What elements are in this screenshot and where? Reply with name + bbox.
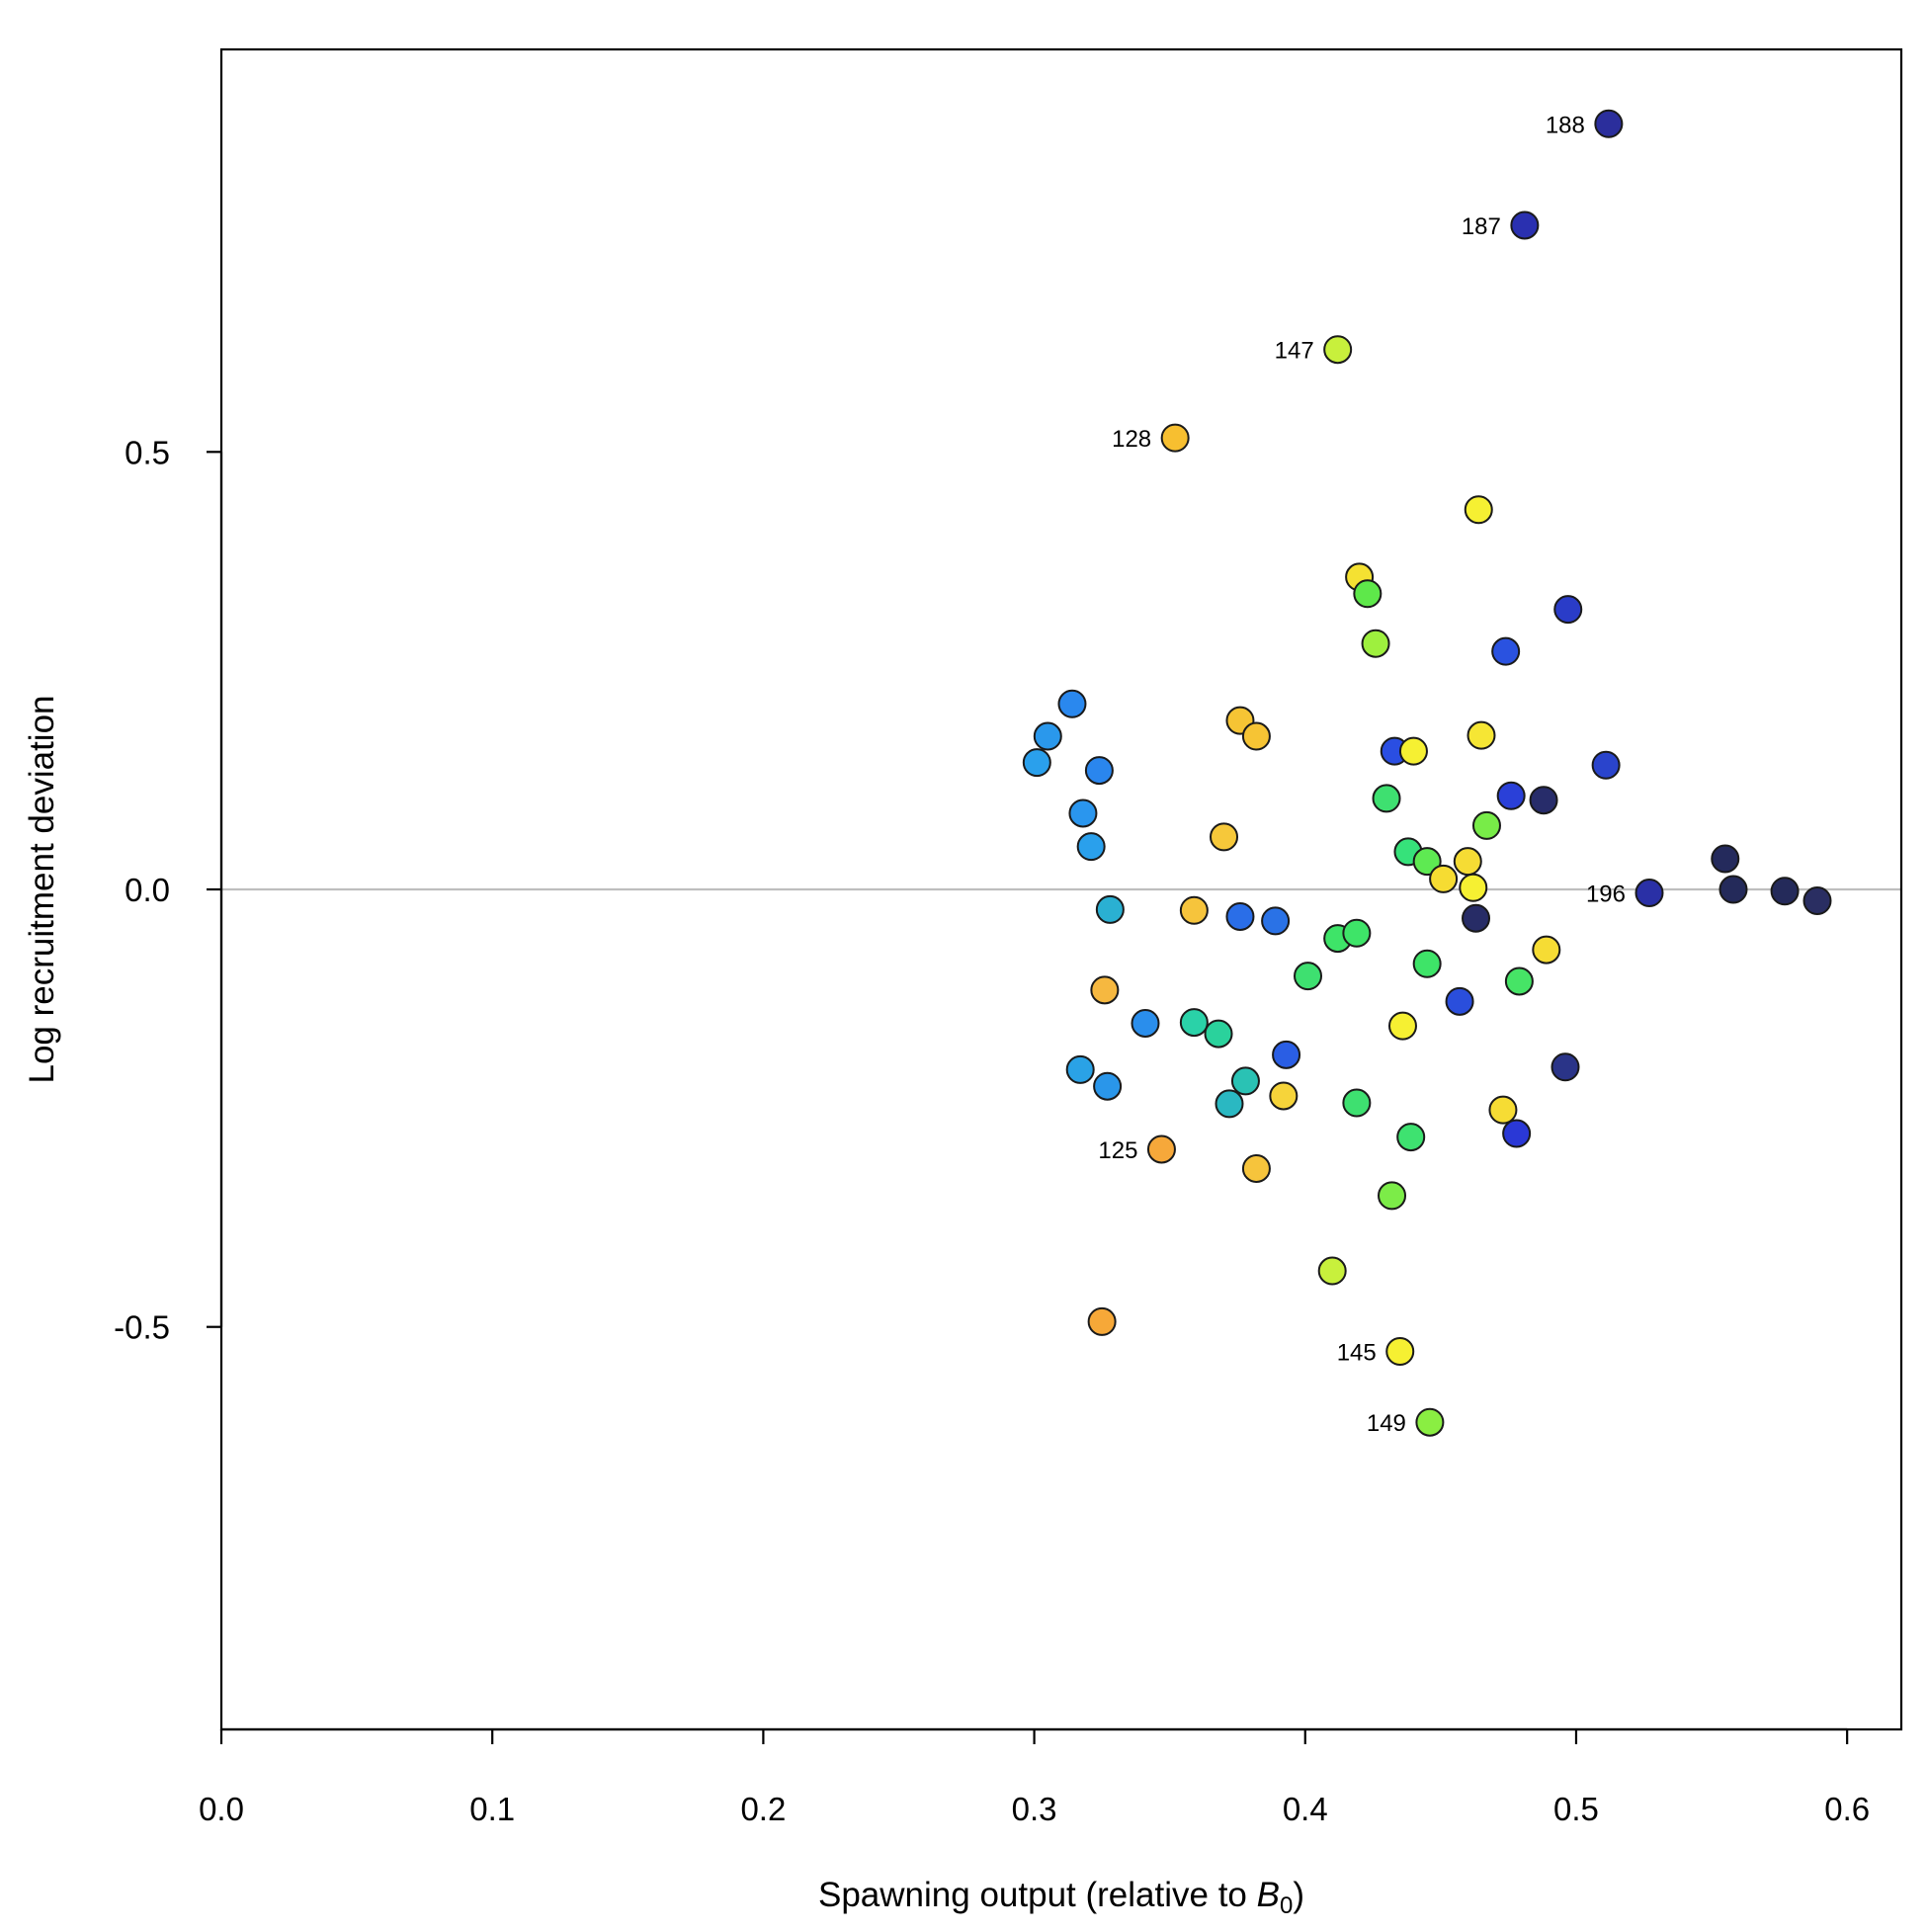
data-point [1093, 1071, 1123, 1101]
data-points [1022, 109, 1832, 1437]
data-point [1342, 918, 1372, 948]
data-point [1802, 886, 1832, 916]
data-point [1022, 748, 1051, 778]
data-point [1065, 1054, 1095, 1084]
y-tick-label: -0.5 [114, 1309, 170, 1346]
data-point [1591, 750, 1621, 780]
y-tick-label: 0.5 [125, 434, 170, 470]
data-point [1491, 636, 1521, 666]
data-point [1269, 1081, 1299, 1111]
data-point [1445, 986, 1474, 1016]
data-point [1387, 1011, 1417, 1041]
data-point [1146, 1134, 1176, 1164]
data-point [1488, 1095, 1518, 1125]
data-point [1261, 906, 1291, 936]
y-axis: -0.5 0.0 0.5 [114, 434, 223, 1346]
y-axis-label: Log recruitment deviation [23, 696, 61, 1084]
data-point [1084, 756, 1114, 786]
data-point [1398, 736, 1428, 766]
x-tick-label: 0.2 [740, 1791, 786, 1827]
data-point [1131, 1008, 1160, 1038]
data-point [1317, 1256, 1347, 1286]
data-point [1711, 844, 1740, 874]
data-point [1225, 901, 1255, 931]
x-tick-label: 0.1 [469, 1791, 515, 1827]
data-point [1429, 864, 1459, 893]
data-point-label: 145 [1337, 1340, 1377, 1367]
data-point [1076, 832, 1106, 862]
data-point [1510, 210, 1540, 240]
data-point [1453, 847, 1482, 877]
data-point [1594, 109, 1624, 138]
data-point [1372, 784, 1401, 813]
data-point [1529, 786, 1558, 815]
x-axis: 0.0 0.1 0.2 0.3 0.4 0.5 0.6 [199, 1727, 1870, 1827]
data-point [1412, 949, 1442, 978]
x-tick-label: 0.0 [199, 1791, 244, 1827]
data-point [1459, 873, 1488, 902]
data-point [1033, 721, 1062, 751]
data-point [1532, 935, 1561, 965]
data-point [1415, 1407, 1445, 1437]
data-point [1378, 1181, 1407, 1211]
data-point [1462, 903, 1491, 933]
data-point [1504, 966, 1534, 996]
data-point [1550, 1052, 1580, 1082]
data-point [1385, 1337, 1415, 1366]
data-point-label: 196 [1586, 882, 1626, 908]
data-point [1466, 720, 1496, 750]
point-labels: 188 187 147 128 196 125 145 149 [1098, 112, 1626, 1437]
data-point [1396, 1123, 1426, 1152]
data-point [1215, 1089, 1244, 1119]
data-point [1464, 495, 1493, 525]
x-tick-label: 0.6 [1824, 1791, 1870, 1827]
data-point-label: 187 [1462, 213, 1501, 240]
data-point [1160, 423, 1190, 453]
data-point-label: 188 [1546, 112, 1585, 138]
data-point [1210, 822, 1239, 852]
data-point [1230, 1066, 1260, 1096]
x-tick-label: 0.4 [1283, 1791, 1328, 1827]
data-point [1718, 875, 1748, 904]
data-point [1412, 847, 1442, 877]
data-point [1179, 895, 1209, 925]
data-point [1361, 629, 1390, 658]
data-point [1241, 721, 1271, 751]
data-point [1353, 579, 1382, 609]
data-point [1323, 335, 1353, 365]
x-axis-label: Spawning output (relative to B0) [818, 1876, 1304, 1919]
x-tick-label: 0.5 [1553, 1791, 1599, 1827]
data-point [1272, 1040, 1301, 1069]
data-point [1068, 798, 1098, 828]
data-point [1342, 1088, 1372, 1118]
data-point [1634, 879, 1664, 908]
data-point [1090, 975, 1120, 1005]
x-tick-label: 0.3 [1012, 1791, 1057, 1827]
data-point [1095, 894, 1125, 924]
data-point [1496, 781, 1526, 810]
data-point [1471, 810, 1501, 840]
data-point-label: 147 [1275, 338, 1314, 365]
data-point [1087, 1306, 1117, 1336]
data-point-label: 125 [1098, 1137, 1137, 1164]
data-point [1770, 877, 1800, 906]
data-point [1502, 1119, 1532, 1148]
data-point [1294, 962, 1323, 991]
data-point [1179, 1008, 1209, 1038]
data-point-label: 128 [1112, 426, 1151, 453]
y-tick-label: 0.0 [125, 872, 170, 908]
data-point [1553, 595, 1583, 625]
data-point-label: 149 [1367, 1410, 1406, 1437]
data-point [1204, 1019, 1233, 1049]
data-point [1241, 1153, 1271, 1183]
data-point [1057, 689, 1087, 718]
